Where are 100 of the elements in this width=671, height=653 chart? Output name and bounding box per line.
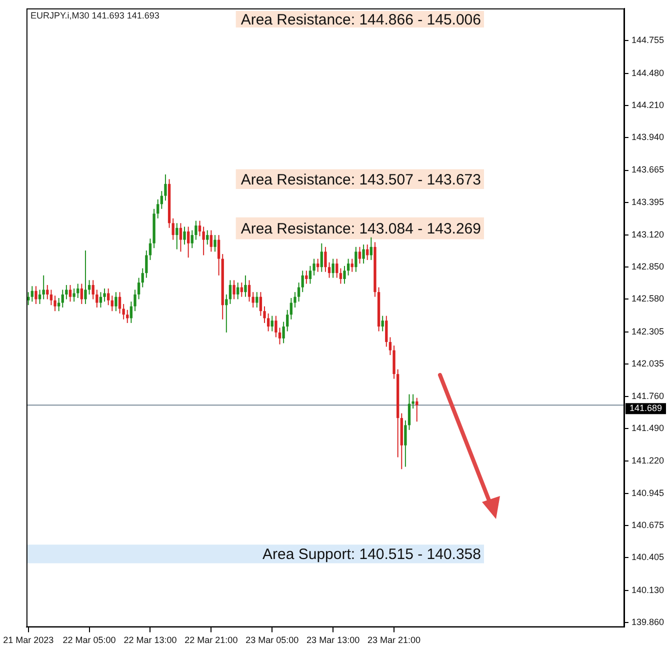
candlestick (381, 315, 384, 332)
y-tick-label: 141.220 (631, 455, 664, 466)
candlestick (217, 234, 220, 276)
y-tick-label: 144.755 (631, 35, 664, 46)
x-tick-label: 22 Mar 21:00 (184, 635, 238, 646)
candlestick (301, 270, 304, 293)
ref-line-label: 141.689 (629, 403, 662, 414)
candlestick (248, 280, 251, 302)
candlestick (339, 268, 342, 284)
candlestick (141, 268, 144, 288)
candlestick (210, 230, 213, 252)
y-tick-label: 140.405 (631, 552, 664, 562)
candlestick (416, 397, 418, 422)
candlestick (346, 258, 350, 276)
candlestick (354, 246, 358, 272)
candlestick (118, 292, 122, 314)
candlestick (305, 270, 308, 284)
candlestick (96, 289, 98, 308)
candlestick (194, 220, 198, 240)
candlestick (80, 283, 84, 304)
candlestick (72, 288, 76, 302)
candlestick (126, 309, 129, 324)
x-tick-label: 22 Mar 13:00 (124, 635, 177, 646)
candlestick (259, 292, 262, 316)
candlestick (198, 220, 202, 237)
candlestick (42, 274, 45, 300)
candlestick (164, 174, 167, 202)
candlestick (57, 298, 60, 312)
candlestick (244, 274, 247, 298)
candlestick (172, 218, 174, 240)
y-tick-label: 143.940 (631, 132, 664, 142)
x-tick-label: 22 Mar 05:00 (62, 635, 116, 646)
candlestick (350, 258, 354, 272)
candlestick (103, 288, 106, 302)
candlestick (65, 284, 68, 300)
x-tick-label: 23 Mar 21:00 (367, 635, 421, 646)
candlestick (156, 198, 160, 219)
candlestick (30, 286, 34, 302)
y-tick-label: 139.860 (631, 616, 664, 627)
y-tick-label: 143.395 (631, 196, 664, 207)
candlestick (34, 286, 38, 304)
candlestick (114, 292, 118, 312)
candlestick (358, 246, 362, 264)
y-tick-label: 144.210 (631, 100, 664, 110)
candlestick (130, 301, 133, 324)
y-tick-label: 142.580 (631, 294, 664, 304)
candlestick (61, 289, 64, 308)
y-tick-label: 141.490 (631, 423, 664, 434)
x-tick-label: 23 Mar 05:00 (246, 635, 299, 646)
chart-title: EURJPY.i,M30 141.693 141.693 (30, 10, 160, 20)
candlestick (92, 280, 94, 300)
candlestick (392, 345, 396, 380)
candlestick (343, 265, 346, 284)
y-tick-label: 140.130 (631, 584, 664, 595)
band-label: Area Resistance: 143.507 - 143.673 (240, 171, 481, 188)
candlestick (282, 321, 285, 344)
candlestick (137, 277, 140, 300)
candlestick (206, 230, 209, 246)
x-tick-label: 21 Mar 2023 (3, 635, 54, 646)
candlestick (308, 265, 312, 284)
candlestick (225, 294, 228, 333)
candlestick (332, 258, 334, 278)
candlestick (256, 292, 258, 308)
candlestick (186, 226, 190, 258)
candlestick (76, 283, 80, 299)
candlestick (408, 394, 411, 430)
candlestick (336, 258, 338, 278)
candlestick (266, 312, 270, 332)
candlestick (110, 295, 114, 312)
candlestick (320, 242, 323, 272)
y-tick-label: 143.665 (631, 164, 664, 175)
candlestick (236, 282, 240, 300)
candlestick (404, 420, 407, 468)
candlestick (214, 234, 216, 252)
candlestick (312, 258, 316, 276)
y-tick-label: 142.035 (631, 358, 664, 368)
candlestick (84, 250, 87, 304)
candlestick (190, 230, 194, 249)
band-label: Area Resistance: 143.084 - 143.269 (240, 220, 481, 238)
candlestick (228, 280, 232, 304)
y-tick-label: 144.480 (631, 68, 664, 78)
band-label: Area Resistance: 144.866 - 145.006 (240, 11, 481, 28)
candlestick (316, 258, 320, 272)
y-tick-label: 140.945 (631, 488, 664, 498)
candlestick (179, 222, 182, 252)
y-tick-label: 142.850 (631, 262, 664, 272)
candlestick (385, 315, 388, 348)
candlestick (297, 282, 300, 302)
candlestick (99, 292, 102, 308)
candlestick (134, 289, 136, 312)
candlestick (183, 226, 186, 246)
candlestick (54, 295, 56, 312)
candlestick (328, 262, 331, 278)
candlestick (370, 236, 372, 260)
candlestick (294, 292, 296, 308)
y-tick-label: 142.305 (631, 326, 664, 336)
candlestick (107, 288, 110, 306)
candlestick (324, 246, 327, 272)
candlestick (160, 190, 163, 210)
candlestick (362, 244, 365, 264)
